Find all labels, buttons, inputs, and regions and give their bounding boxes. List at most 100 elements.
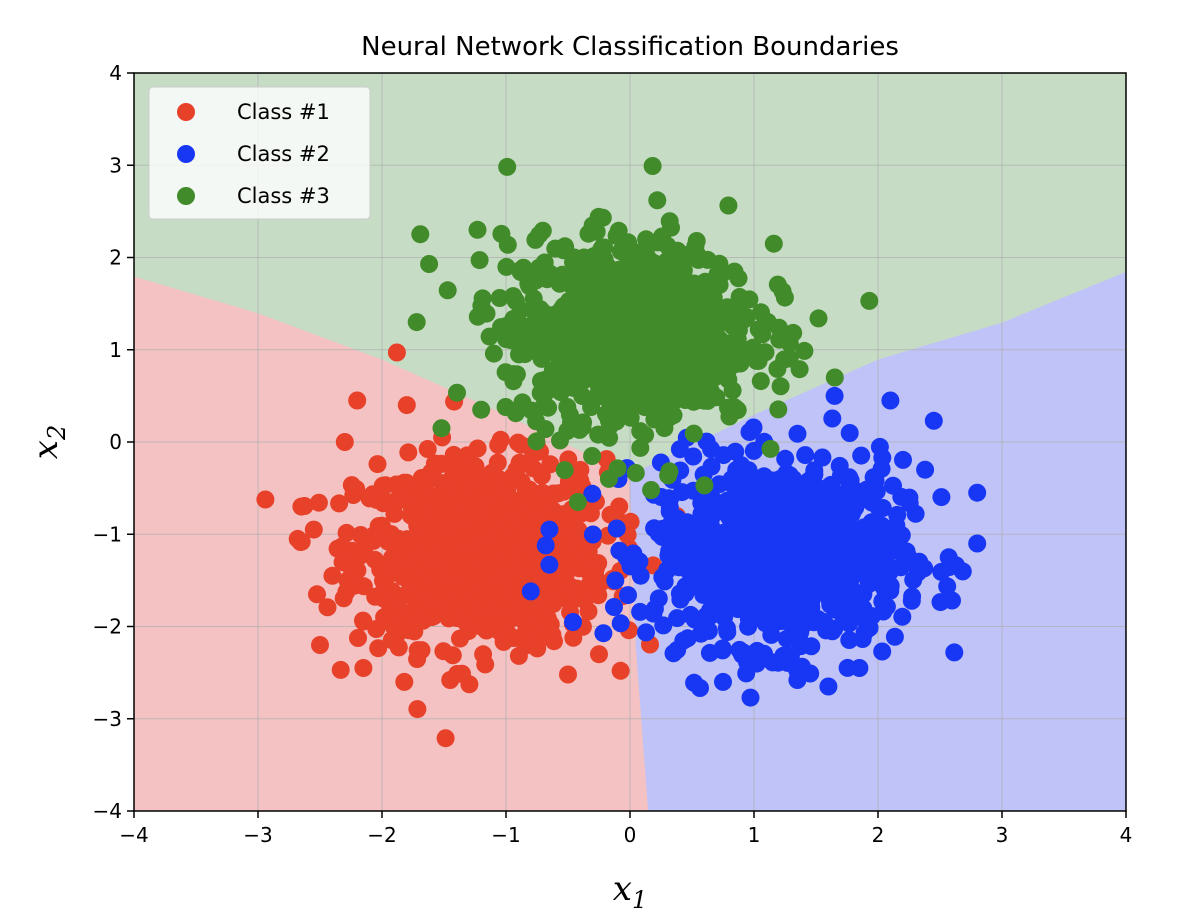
- data-point: [825, 386, 844, 405]
- data-point: [382, 525, 401, 544]
- data-point: [678, 358, 697, 377]
- data-point: [611, 661, 630, 680]
- data-point: [780, 349, 799, 368]
- data-point: [732, 536, 751, 555]
- data-point: [540, 555, 559, 574]
- data-point: [441, 671, 460, 689]
- data-point: [564, 628, 583, 647]
- data-point: [718, 623, 737, 641]
- data-point: [523, 617, 542, 636]
- data-point: [873, 592, 892, 611]
- data-point: [348, 391, 367, 410]
- data-point: [699, 300, 718, 319]
- data-point: [788, 671, 807, 689]
- data-point: [342, 476, 361, 495]
- y-tick-label: 2: [109, 246, 122, 270]
- data-point: [407, 313, 426, 332]
- data-point: [879, 560, 898, 579]
- y-axis-label-sub: 2: [43, 425, 71, 441]
- x-tick-label: −2: [367, 823, 396, 847]
- data-point: [610, 497, 629, 516]
- data-point: [418, 564, 437, 582]
- data-point: [811, 514, 830, 533]
- data-point: [932, 562, 951, 581]
- data-point: [791, 633, 810, 652]
- data-point: [440, 535, 459, 553]
- data-point: [463, 493, 481, 511]
- data-point: [396, 610, 415, 629]
- series-3: [407, 157, 879, 511]
- series-1: [256, 343, 686, 748]
- data-point: [770, 330, 789, 349]
- data-point: [456, 506, 475, 525]
- data-point: [555, 461, 574, 480]
- data-point: [525, 498, 544, 517]
- data-point: [724, 562, 743, 581]
- data-point: [484, 468, 503, 487]
- data-point: [613, 348, 632, 367]
- data-point: [420, 255, 439, 273]
- data-point: [932, 488, 951, 507]
- data-point: [367, 620, 386, 638]
- data-point: [453, 526, 472, 545]
- data-point: [695, 476, 714, 495]
- data-point: [553, 265, 572, 284]
- data-point: [591, 573, 610, 592]
- data-point: [720, 494, 739, 513]
- data-point: [699, 621, 718, 640]
- data-point: [714, 446, 733, 465]
- data-point: [311, 636, 329, 654]
- data-point: [938, 577, 957, 596]
- data-point: [648, 191, 667, 210]
- data-point: [939, 548, 958, 567]
- data-point: [887, 516, 906, 535]
- data-point: [536, 338, 555, 357]
- data-point: [506, 528, 524, 547]
- data-point: [609, 267, 628, 286]
- data-point: [606, 571, 625, 590]
- data-point: [655, 419, 674, 438]
- data-point: [658, 561, 677, 580]
- data-point: [530, 225, 549, 244]
- data-point: [644, 604, 663, 623]
- data-point: [631, 602, 650, 621]
- data-point: [564, 613, 582, 631]
- data-point: [694, 375, 713, 394]
- data-point: [528, 319, 547, 338]
- data-point: [476, 655, 495, 674]
- data-point: [521, 582, 540, 601]
- data-point: [578, 344, 597, 363]
- data-point: [468, 220, 487, 239]
- data-point: [573, 387, 592, 405]
- data-point: [351, 546, 370, 565]
- data-point: [629, 274, 648, 293]
- data-point: [630, 351, 649, 370]
- data-point: [668, 540, 687, 559]
- data-point: [875, 532, 894, 551]
- x-axis-label-main: x: [613, 869, 632, 909]
- data-point: [852, 561, 871, 580]
- data-point: [684, 424, 703, 443]
- data-point: [830, 456, 849, 475]
- data-point: [568, 493, 587, 511]
- data-point: [446, 580, 465, 599]
- data-point: [659, 466, 678, 485]
- legend-marker-class-2: [177, 145, 195, 163]
- data-point: [421, 536, 440, 555]
- data-point: [527, 432, 546, 451]
- data-point: [723, 475, 742, 494]
- data-point: [583, 447, 602, 465]
- data-point: [893, 607, 912, 626]
- data-point: [863, 607, 881, 626]
- data-point: [826, 511, 845, 530]
- data-point: [885, 627, 904, 646]
- data-point: [351, 526, 370, 544]
- legend-label-class-3: Class #3: [237, 184, 330, 208]
- data-point: [642, 481, 661, 499]
- data-point: [813, 448, 832, 467]
- data-point: [681, 605, 700, 624]
- data-point: [649, 589, 668, 608]
- data-point: [330, 494, 349, 513]
- data-point: [697, 432, 716, 451]
- x-tick-label: 3: [996, 823, 1009, 847]
